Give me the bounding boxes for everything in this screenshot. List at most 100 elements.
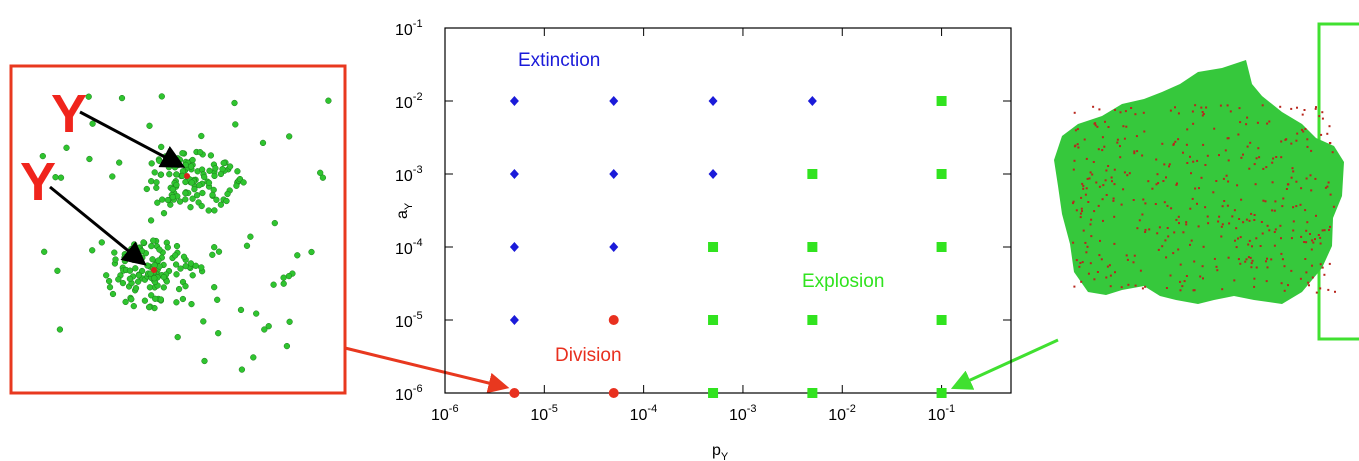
core-cell bbox=[1128, 172, 1131, 175]
core-cell bbox=[1155, 183, 1158, 186]
core-cell bbox=[1319, 287, 1322, 290]
y-cell-lower bbox=[151, 267, 157, 273]
core-cell bbox=[1304, 209, 1307, 212]
core-cell bbox=[1111, 180, 1113, 183]
cell bbox=[158, 93, 165, 100]
core-cell bbox=[1072, 241, 1075, 244]
cell bbox=[148, 178, 155, 185]
core-cell bbox=[1097, 148, 1100, 151]
core-cell bbox=[1326, 185, 1329, 188]
core-cell bbox=[1179, 289, 1182, 292]
core-cell bbox=[1242, 221, 1245, 224]
core-cell bbox=[1136, 227, 1139, 230]
core-cell bbox=[1192, 289, 1195, 292]
cell bbox=[112, 256, 119, 263]
core-cell bbox=[1306, 145, 1309, 148]
core-cell bbox=[1247, 256, 1250, 259]
cell bbox=[187, 204, 194, 211]
core-cell bbox=[1119, 111, 1122, 114]
core-cell bbox=[1143, 130, 1146, 133]
core-cell bbox=[1233, 279, 1236, 282]
extinction-point bbox=[708, 169, 718, 179]
cell bbox=[188, 300, 195, 308]
core-cell bbox=[1251, 259, 1254, 262]
core-cell bbox=[1235, 246, 1238, 249]
cell bbox=[148, 242, 155, 250]
core-cell bbox=[1144, 202, 1147, 205]
core-cell bbox=[1327, 288, 1330, 291]
core-cell bbox=[1079, 216, 1082, 219]
core-cell bbox=[1300, 187, 1303, 190]
cell bbox=[140, 239, 147, 246]
core-cell bbox=[1319, 263, 1322, 266]
core-cell bbox=[1206, 154, 1209, 157]
x-tick-label: 10-5 bbox=[530, 403, 558, 424]
core-cell bbox=[1311, 276, 1314, 279]
extinction-point bbox=[509, 169, 519, 179]
core-cell bbox=[1266, 224, 1269, 227]
core-cell bbox=[1133, 254, 1136, 257]
core-cell bbox=[1296, 132, 1299, 135]
core-cell bbox=[1301, 113, 1304, 116]
extinction-label: Extinction bbox=[518, 50, 600, 71]
core-cell bbox=[1127, 283, 1130, 286]
core-cell bbox=[1239, 236, 1242, 239]
core-cell bbox=[1220, 235, 1223, 238]
core-cell bbox=[1124, 110, 1127, 113]
core-cell bbox=[1185, 275, 1188, 277]
cell bbox=[85, 93, 92, 100]
cell bbox=[209, 191, 216, 199]
core-cell bbox=[1095, 181, 1098, 184]
core-cell bbox=[1098, 254, 1101, 257]
cell bbox=[211, 172, 218, 180]
cell bbox=[177, 265, 184, 272]
core-cell bbox=[1170, 207, 1173, 210]
core-cell bbox=[1169, 109, 1172, 112]
cell bbox=[173, 171, 180, 178]
core-cell bbox=[1253, 214, 1256, 216]
y-tick-label: 10-2 bbox=[395, 91, 423, 112]
cell bbox=[179, 295, 187, 303]
core-cell bbox=[1314, 238, 1316, 241]
core-cell bbox=[1324, 186, 1327, 189]
core-cell bbox=[1166, 204, 1169, 207]
cell bbox=[198, 264, 205, 271]
core-cell bbox=[1079, 262, 1082, 264]
core-cell bbox=[1304, 128, 1307, 130]
core-cell bbox=[1158, 226, 1161, 229]
y-tick-label-exp: -6 bbox=[413, 383, 423, 395]
core-cell bbox=[1268, 229, 1271, 232]
cell bbox=[317, 169, 324, 176]
phase-diagram-plot: 10-6 10-5 10-4 10-3 10-2 10-1 10-610-510-410-… bbox=[394, 18, 1012, 461]
core-cell bbox=[1164, 239, 1167, 242]
core-cell bbox=[1307, 281, 1310, 284]
core-cell bbox=[1255, 266, 1258, 269]
cell bbox=[187, 163, 195, 170]
cell bbox=[147, 217, 155, 224]
core-cell bbox=[1227, 137, 1230, 140]
core-cell bbox=[1257, 147, 1260, 150]
cell bbox=[169, 193, 176, 201]
core-cell bbox=[1113, 215, 1116, 218]
core-cell bbox=[1272, 157, 1275, 160]
cell bbox=[141, 297, 149, 304]
core-cell bbox=[1189, 243, 1191, 246]
core-cell bbox=[1239, 121, 1242, 124]
core-cell bbox=[1266, 266, 1269, 269]
core-cell bbox=[1157, 248, 1160, 251]
core-cell bbox=[1305, 177, 1308, 180]
cell bbox=[271, 219, 278, 227]
core-cell bbox=[1116, 141, 1119, 144]
core-cell bbox=[1166, 227, 1169, 229]
core-cell bbox=[1225, 174, 1228, 177]
core-cell bbox=[1089, 262, 1092, 265]
core-cell bbox=[1218, 154, 1220, 157]
cell bbox=[138, 267, 146, 275]
core-cell bbox=[1138, 219, 1141, 222]
core-cell bbox=[1096, 125, 1099, 128]
core-cell bbox=[1144, 231, 1147, 233]
cell bbox=[205, 179, 213, 186]
core-cell bbox=[1310, 248, 1313, 251]
core-cell bbox=[1207, 222, 1210, 225]
core-cell bbox=[1215, 265, 1218, 268]
